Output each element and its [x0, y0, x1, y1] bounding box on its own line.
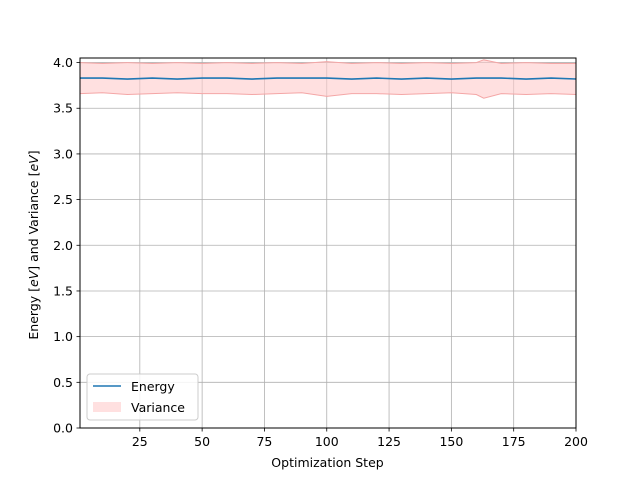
x-tick-label: 125 — [377, 434, 401, 449]
legend-energy-label: Energy — [131, 379, 175, 394]
y-axis-label-unit: eV — [26, 269, 41, 287]
axes-frame — [79, 57, 577, 429]
y-tick-label: 2.0 — [53, 238, 73, 253]
x-tick-label: 200 — [564, 434, 588, 449]
variance-upper-edge — [79, 59, 576, 64]
x-tick-label: 75 — [256, 434, 272, 449]
y-tick-label: 1.0 — [53, 329, 73, 344]
y-axis-label-unit: eV — [26, 154, 41, 172]
y-axis-label-part: ] and Variance [ — [26, 172, 41, 271]
legend: Energy Variance — [86, 373, 199, 421]
y-tick-label: 4.0 — [53, 55, 73, 70]
energy-line — [80, 77, 577, 80]
legend-variance-swatch — [93, 402, 121, 412]
variance-lower-edge — [79, 92, 577, 99]
legend-variance-label: Variance — [131, 400, 185, 415]
y-axis-label-part: ] — [26, 150, 41, 155]
y-tick-label: 0.0 — [53, 421, 73, 436]
variance-band — [80, 59, 576, 99]
y-tick-label: 3.0 — [53, 146, 73, 161]
x-tick-label: 50 — [194, 434, 210, 449]
x-tick-label: 150 — [439, 434, 463, 449]
x-axis-label: Optimization Step — [271, 455, 383, 470]
variance-band-layer — [79, 59, 577, 99]
y-axis-label-part: Energy [ — [26, 287, 41, 340]
y-axis-label: Energy [eV] and Variance [eV] — [26, 150, 41, 339]
y-tick-label: 3.5 — [53, 101, 73, 116]
x-tick-label: 25 — [132, 434, 148, 449]
y-tick-label: 0.5 — [53, 375, 73, 390]
x-axis-ticks: 25 50 75 100 125 150 175 200 — [132, 428, 588, 449]
y-tick-label: 2.5 — [53, 192, 73, 207]
x-tick-label: 175 — [502, 434, 526, 449]
x-tick-label: 100 — [315, 434, 339, 449]
plot-area — [79, 57, 577, 429]
y-tick-label: 1.5 — [53, 283, 73, 298]
y-axis-ticks: 0.0 0.5 1.0 1.5 2.0 2.5 3.0 3.5 4.0 — [53, 55, 80, 436]
energy-line-layer — [80, 77, 577, 80]
